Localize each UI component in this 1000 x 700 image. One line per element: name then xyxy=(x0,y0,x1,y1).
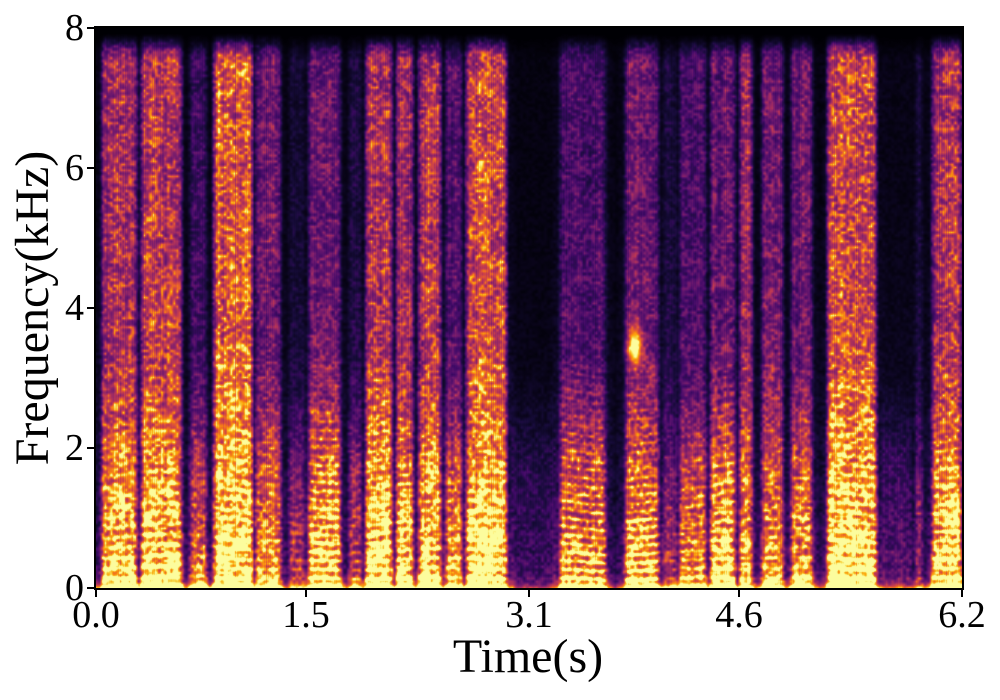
spectrogram-canvas xyxy=(96,28,962,588)
y-tick-label-8: 8 xyxy=(65,7,84,49)
y-tick-label-0: 0 xyxy=(65,567,84,609)
x-tick-label-0.0: 0.0 xyxy=(72,594,120,636)
x-tick-label-6.2: 6.2 xyxy=(938,594,986,636)
x-tick-mark xyxy=(95,590,97,597)
y-tick-mark xyxy=(87,307,94,309)
y-tick-mark xyxy=(87,167,94,169)
x-axis-title: Time(s) xyxy=(452,630,604,683)
plot-area xyxy=(96,28,962,588)
y-tick-mark xyxy=(87,447,94,449)
y-tick-label-6: 6 xyxy=(65,147,84,189)
x-tick-mark xyxy=(961,590,963,597)
x-tick-label-3.1: 3.1 xyxy=(505,594,553,636)
x-tick-mark xyxy=(305,590,307,597)
y-tick-mark xyxy=(87,587,94,589)
y-tick-label-2: 2 xyxy=(65,427,84,469)
x-tick-mark xyxy=(528,590,530,597)
y-tick-mark xyxy=(87,27,94,29)
x-tick-label-1.5: 1.5 xyxy=(282,594,330,636)
y-tick-label-4: 4 xyxy=(65,287,84,329)
x-tick-mark xyxy=(738,590,740,597)
x-tick-label-4.6: 4.6 xyxy=(715,594,763,636)
